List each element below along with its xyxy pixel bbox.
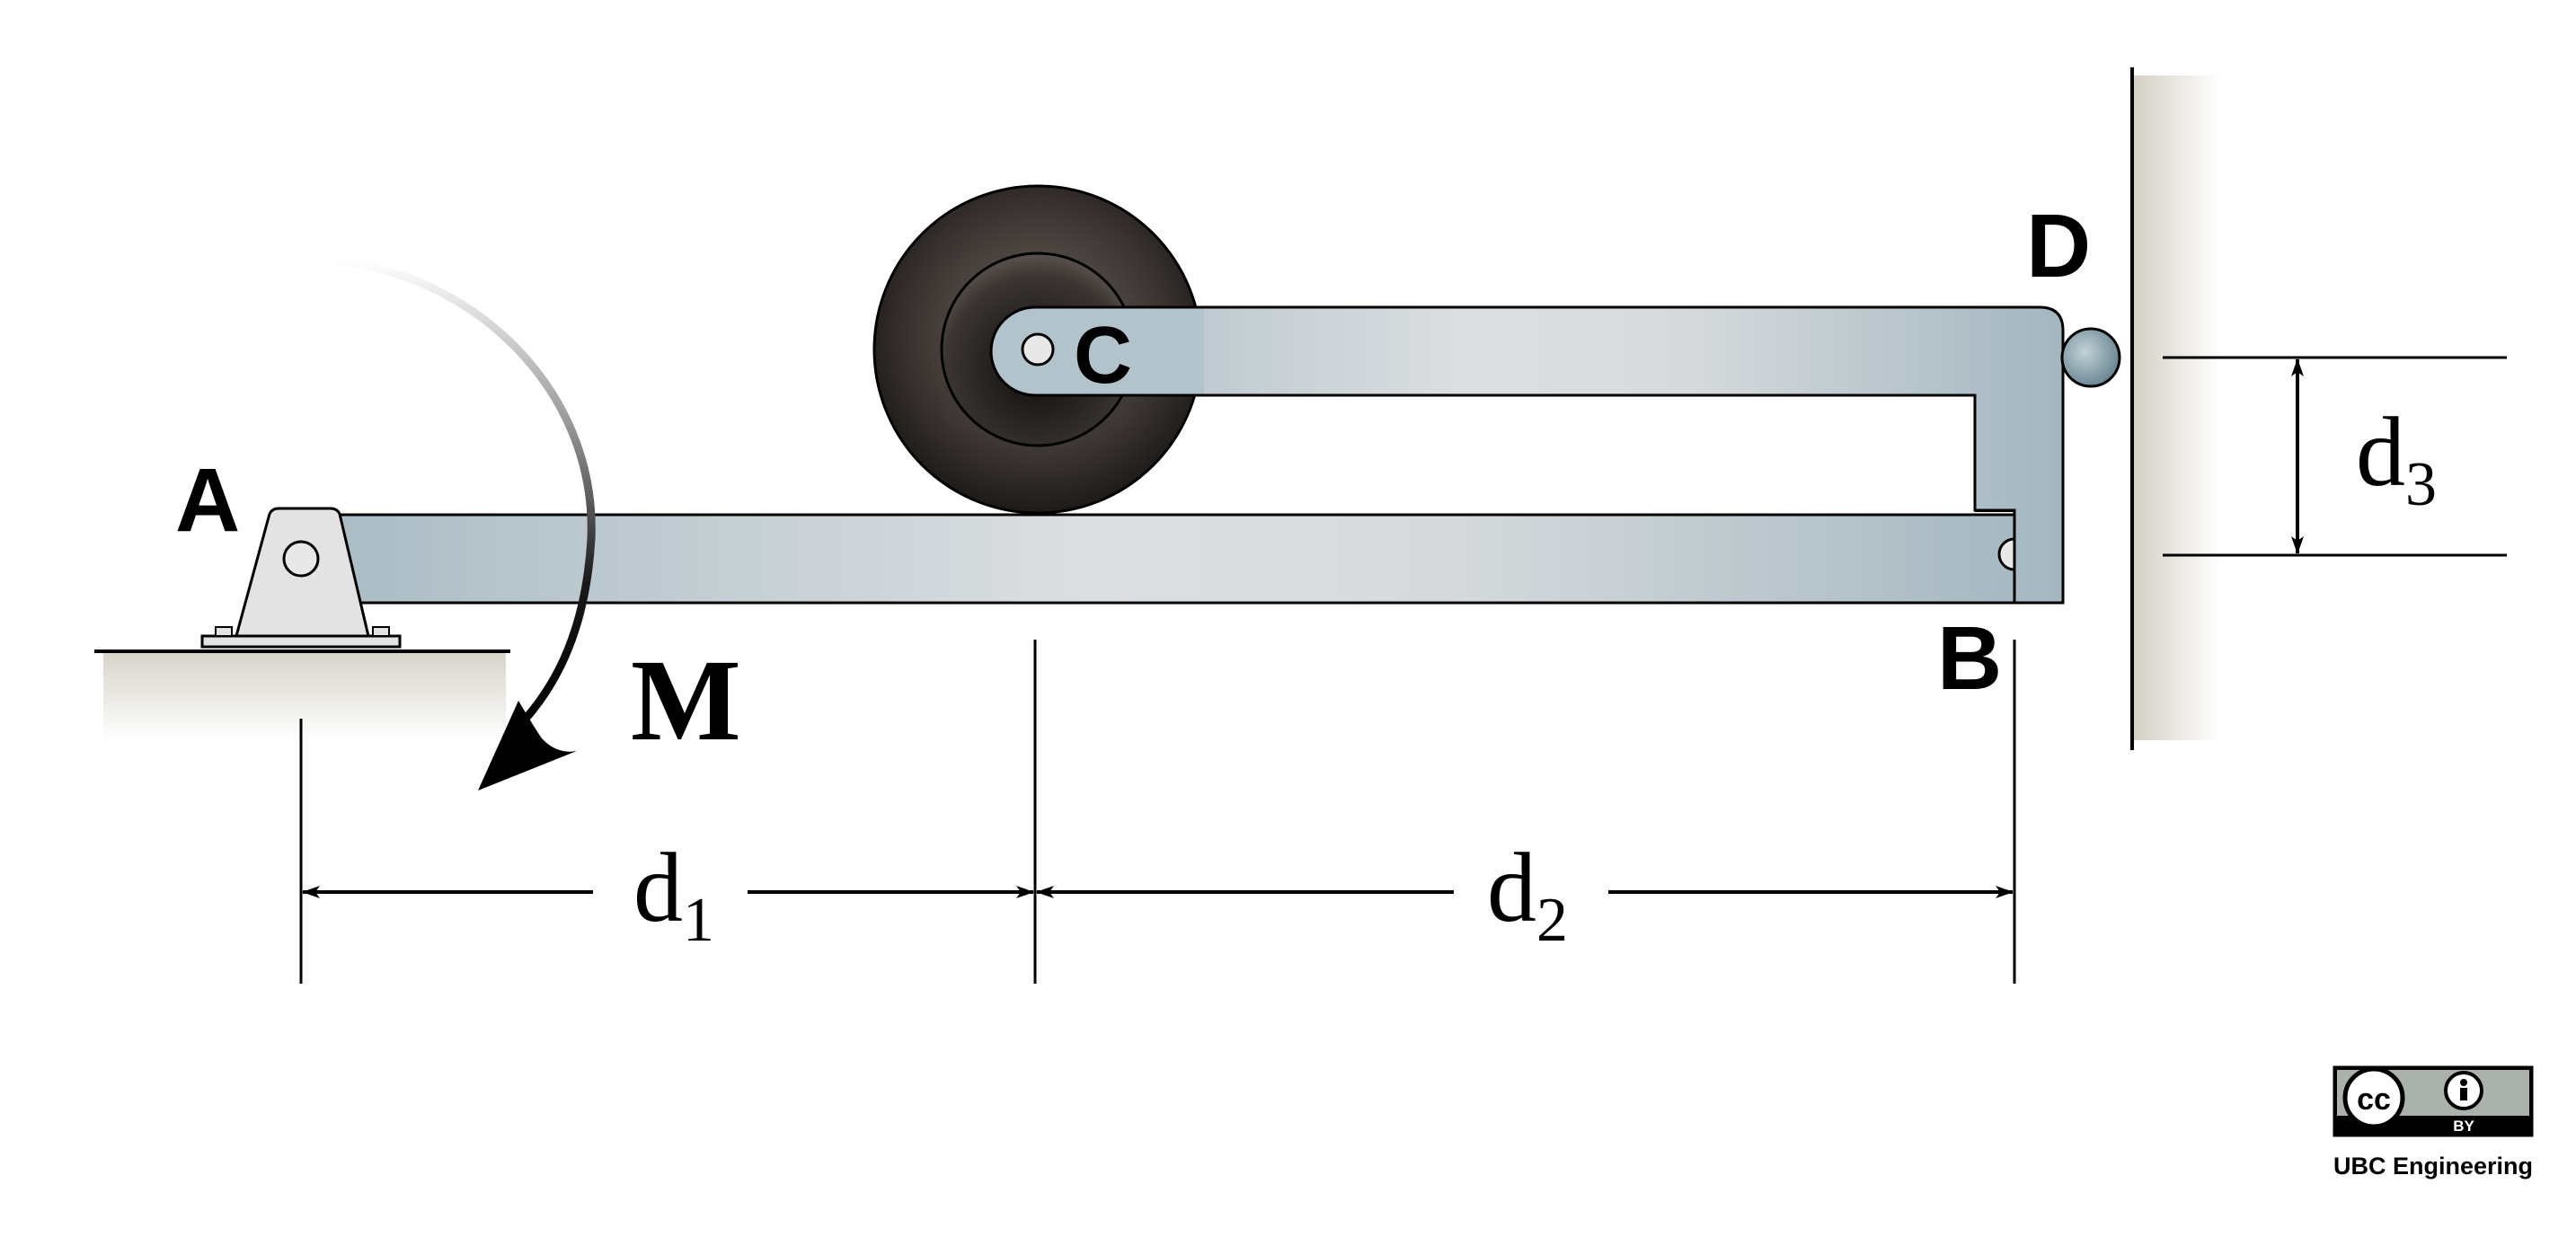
label-d3: d3	[2356, 397, 2437, 519]
dimension-lines	[299, 356, 2507, 984]
link-ab	[302, 513, 2060, 605]
label-b: B	[1937, 608, 2002, 709]
svg-text:cc: cc	[2357, 1082, 2391, 1117]
label-c: C	[1074, 311, 1132, 401]
label-a: A	[175, 450, 240, 551]
link-cdb-end	[989, 305, 1204, 397]
label-d1: d1	[633, 833, 714, 955]
svg-text:BY: BY	[2453, 1118, 2474, 1135]
label-m: M	[631, 636, 741, 765]
label-d2: d2	[1487, 833, 1568, 955]
pin-c	[1021, 332, 1055, 367]
label-d: D	[2026, 196, 2091, 296]
license-badge: cc BY	[2333, 1065, 2534, 1137]
roller-d	[2060, 327, 2121, 388]
cc-icon	[2342, 1066, 2405, 1129]
wall	[2130, 67, 2219, 750]
pin-support-a	[200, 507, 402, 649]
pin-a	[282, 540, 320, 578]
ground-support	[94, 649, 510, 741]
moment-arrow	[327, 256, 596, 791]
credit-text: UBC Engineering	[2333, 1153, 2533, 1180]
